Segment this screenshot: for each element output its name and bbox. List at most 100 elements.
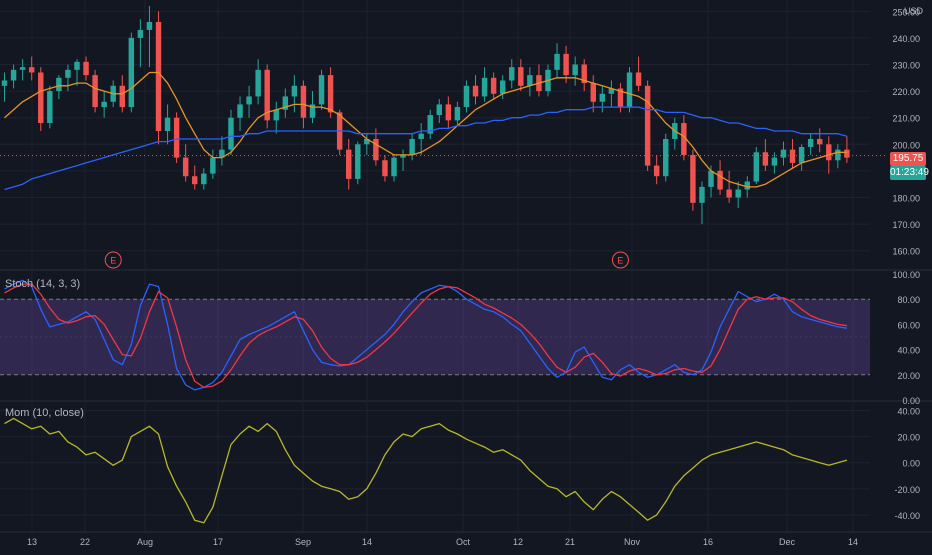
candle-body[interactable]: [246, 96, 252, 105]
candle-body[interactable]: [472, 85, 479, 97]
candle-body[interactable]: [1, 80, 8, 86]
candle-body[interactable]: [499, 80, 506, 94]
candle-body[interactable]: [780, 149, 787, 158]
stochastic-pane[interactable]: [0, 279, 870, 391]
candle-body[interactable]: [173, 117, 180, 158]
candle-body[interactable]: [572, 64, 578, 76]
candle-body[interactable]: [355, 144, 361, 179]
candle-body[interactable]: [509, 67, 515, 81]
candle-body[interactable]: [237, 104, 243, 118]
candle-body[interactable]: [635, 72, 642, 86]
candle-body[interactable]: [626, 72, 633, 108]
candle-body[interactable]: [427, 115, 433, 134]
candle-body[interactable]: [454, 107, 461, 121]
candle-body[interactable]: [327, 75, 334, 113]
candle-body[interactable]: [789, 149, 796, 163]
candle-body[interactable]: [826, 144, 832, 161]
earnings-marker[interactable]: [104, 251, 122, 269]
candle-body[interactable]: [155, 21, 162, 132]
candle-body[interactable]: [101, 101, 107, 108]
candle-body[interactable]: [753, 152, 760, 182]
candle-body[interactable]: [436, 104, 443, 116]
candle-body[interactable]: [599, 93, 606, 102]
candle-body[interactable]: [807, 138, 814, 147]
candle-body[interactable]: [681, 123, 687, 155]
candle-body[interactable]: [816, 138, 823, 145]
candle-body[interactable]: [581, 64, 587, 84]
candle-body[interactable]: [744, 181, 750, 190]
candle-body[interactable]: [10, 69, 17, 81]
candle-body[interactable]: [92, 75, 98, 108]
candle-body[interactable]: [273, 109, 279, 121]
candle-body[interactable]: [83, 61, 89, 76]
candle-body[interactable]: [690, 154, 696, 203]
candle-body[interactable]: [373, 138, 379, 161]
candle-body[interactable]: [65, 69, 71, 78]
candle-body[interactable]: [608, 88, 615, 94]
candle-body[interactable]: [210, 157, 216, 174]
candle-body[interactable]: [192, 176, 198, 185]
candle-body[interactable]: [518, 67, 524, 86]
candle-body[interactable]: [653, 165, 660, 177]
candle-body[interactable]: [445, 104, 452, 121]
candle-body[interactable]: [19, 67, 26, 70]
candle-body[interactable]: [590, 83, 596, 102]
candle-body[interactable]: [346, 149, 352, 179]
candle-body[interactable]: [74, 61, 80, 70]
candle-body[interactable]: [318, 75, 325, 105]
candle-body[interactable]: [56, 77, 62, 92]
candle-body[interactable]: [708, 170, 714, 187]
candle-body[interactable]: [418, 133, 424, 139]
candle-body[interactable]: [726, 189, 732, 198]
candle-body[interactable]: [47, 91, 53, 124]
candle-body[interactable]: [264, 69, 270, 121]
candle-body[interactable]: [663, 138, 669, 177]
candle-body[interactable]: [844, 149, 850, 158]
momentum-axis-tick: 0.00: [902, 459, 920, 469]
fast-moving-average-line: [4, 71, 847, 188]
candle-body[interactable]: [563, 53, 569, 76]
candle-body[interactable]: [771, 157, 778, 166]
candle-body[interactable]: [554, 53, 560, 70]
candle-body[interactable]: [400, 154, 406, 158]
candle-body[interactable]: [527, 75, 533, 86]
candle-body[interactable]: [717, 170, 723, 190]
candle-body[interactable]: [146, 21, 153, 30]
stoch-indicator-label[interactable]: Stoch (14, 3, 3): [5, 278, 81, 290]
candle-body[interactable]: [364, 138, 370, 145]
candle-body[interactable]: [228, 117, 234, 150]
candle-body[interactable]: [119, 85, 125, 108]
candle-body[interactable]: [644, 85, 651, 166]
candle-body[interactable]: [835, 149, 841, 161]
candle-body[interactable]: [762, 152, 769, 166]
candle-body[interactable]: [490, 77, 497, 94]
candle-body[interactable]: [128, 37, 135, 108]
candle-body[interactable]: [282, 96, 289, 110]
earnings-marker[interactable]: [611, 251, 629, 269]
candle-body[interactable]: [28, 67, 35, 73]
candle-body[interactable]: [182, 157, 189, 177]
candle-body[interactable]: [291, 85, 298, 97]
candle-body[interactable]: [699, 186, 705, 203]
candle-body[interactable]: [481, 77, 488, 97]
candle-body[interactable]: [382, 160, 388, 177]
candle-body[interactable]: [309, 104, 316, 118]
candle-body[interactable]: [391, 157, 397, 177]
candle-body[interactable]: [164, 117, 171, 132]
candle-body[interactable]: [219, 149, 225, 158]
candle-body[interactable]: [617, 88, 624, 108]
candle-body[interactable]: [255, 69, 261, 97]
candle-body[interactable]: [137, 29, 144, 38]
candle-body[interactable]: [463, 85, 470, 108]
momentum-indicator-label[interactable]: Mom (10, close): [5, 407, 84, 419]
candle-body[interactable]: [201, 173, 207, 185]
candle-body[interactable]: [409, 138, 415, 155]
candle-body[interactable]: [798, 146, 805, 163]
candle-body[interactable]: [38, 72, 44, 124]
momentum-pane[interactable]: [4, 417, 848, 524]
candle-body[interactable]: [735, 189, 741, 198]
candle-body[interactable]: [300, 85, 307, 118]
